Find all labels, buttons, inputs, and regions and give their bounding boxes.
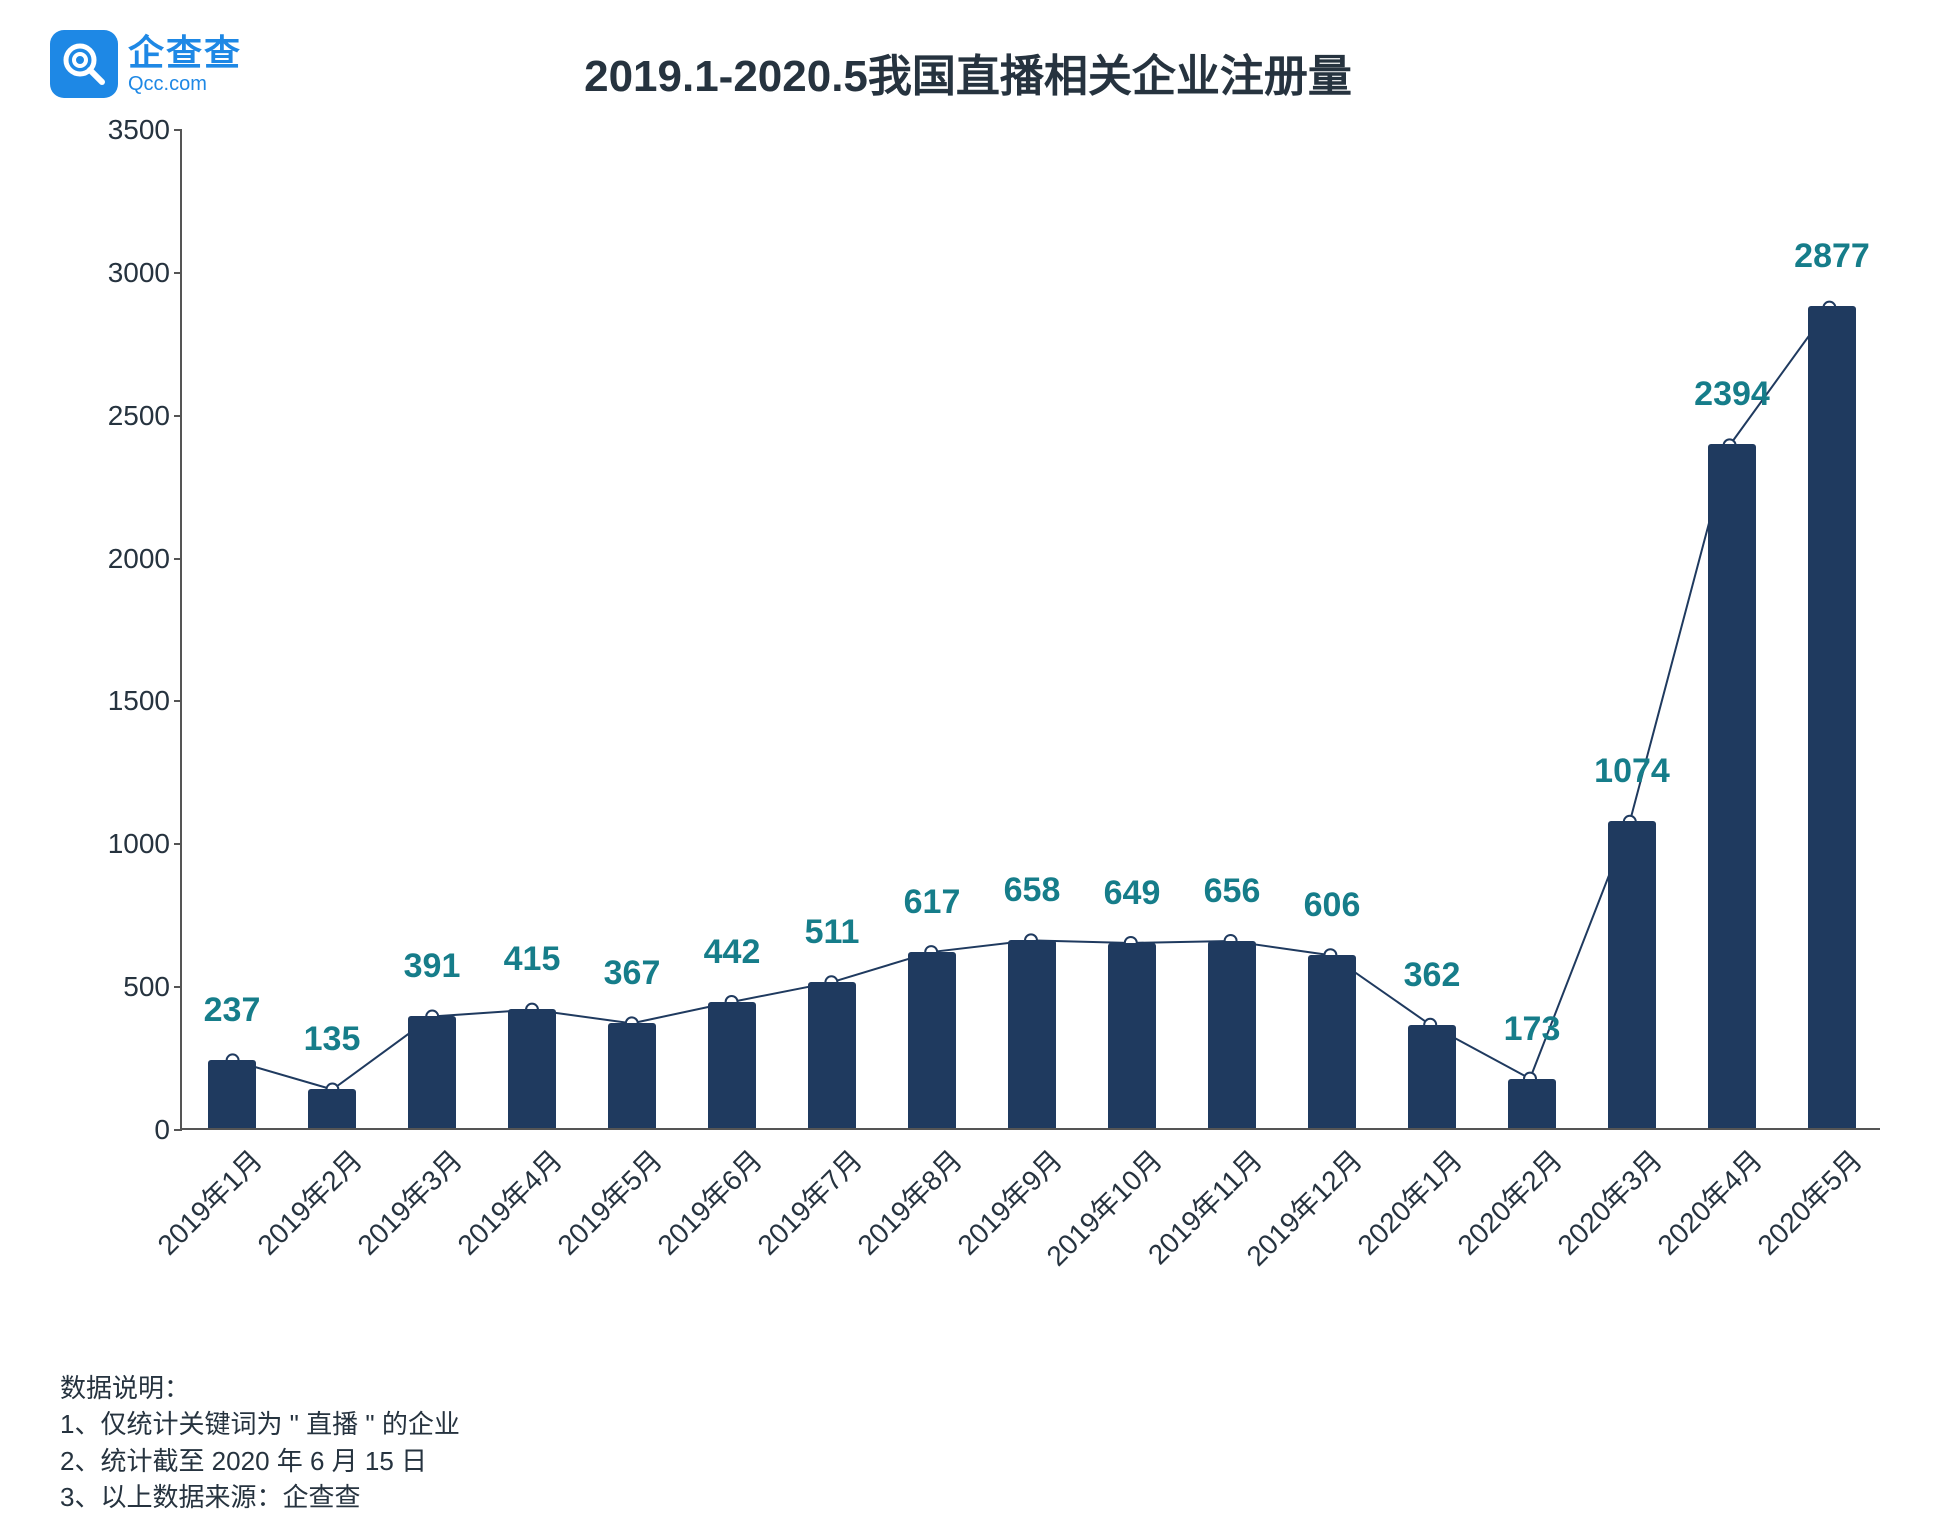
bar [1308, 955, 1356, 1128]
bar-value-label: 415 [504, 940, 561, 979]
bar-value-label: 2394 [1694, 375, 1770, 414]
x-tick-label: 2019年1月 [147, 1140, 270, 1263]
bar [508, 1009, 556, 1128]
x-tick-label: 2020年1月 [1347, 1140, 1470, 1263]
x-tick-label: 2019年4月 [447, 1140, 570, 1263]
bar-value-label: 135 [304, 1020, 361, 1059]
bar-value-label: 2877 [1794, 237, 1870, 276]
bar [1608, 821, 1656, 1128]
y-tick-label: 2500 [80, 400, 170, 432]
bar-value-label: 367 [604, 954, 661, 993]
bar [1808, 306, 1856, 1128]
bar [408, 1016, 456, 1128]
bar-value-label: 658 [1004, 871, 1061, 910]
bar-value-label: 656 [1204, 872, 1261, 911]
x-tick-label: 2020年3月 [1547, 1140, 1670, 1263]
x-tick-label: 2019年7月 [747, 1140, 870, 1263]
bar-value-label: 511 [805, 913, 860, 952]
y-tick-label: 3000 [80, 257, 170, 289]
bar [808, 982, 856, 1128]
chart-area: 05001000150020002500300035002372019年1月13… [80, 130, 1880, 1230]
x-tick-label: 2020年5月 [1747, 1140, 1870, 1263]
x-tick-label: 2019年2月 [247, 1140, 370, 1263]
bar [908, 952, 956, 1128]
bar [1008, 940, 1056, 1128]
bar-value-label: 362 [1404, 956, 1461, 995]
x-tick-label: 2019年3月 [347, 1140, 470, 1263]
page-root: 企查查 Qcc.com 2019.1-2020.5我国直播相关企业注册量 050… [0, 0, 1936, 1522]
data-notes: 数据说明： 1、仅统计关键词为 " 直播 " 的企业 2、统计截至 2020 年… [60, 1370, 460, 1516]
bar-value-label: 617 [904, 883, 961, 922]
notes-line-3: 3、以上数据来源：企查查 [60, 1479, 460, 1515]
x-tick-label: 2019年8月 [847, 1140, 970, 1263]
bar [708, 1002, 756, 1128]
y-tick-label: 2000 [80, 543, 170, 575]
y-tick-label: 3500 [80, 114, 170, 146]
bar [208, 1060, 256, 1128]
bar [1208, 941, 1256, 1128]
y-tick-label: 1000 [80, 828, 170, 860]
y-tick-label: 500 [80, 971, 170, 1003]
bar-value-label: 606 [1304, 886, 1361, 925]
bar-value-label: 1074 [1594, 752, 1670, 791]
bar-value-label: 173 [1504, 1010, 1561, 1049]
y-tick-label: 0 [80, 1114, 170, 1146]
bar-value-label: 649 [1104, 874, 1161, 913]
bar [1408, 1025, 1456, 1128]
notes-heading: 数据说明： [60, 1370, 460, 1406]
bar [308, 1089, 356, 1128]
bar-value-label: 391 [404, 947, 461, 986]
chart-title: 2019.1-2020.5我国直播相关企业注册量 [0, 40, 1936, 104]
bar-value-label: 442 [704, 933, 761, 972]
bar [1708, 444, 1756, 1128]
plot-region: 05001000150020002500300035002372019年1月13… [180, 130, 1880, 1130]
notes-line-2: 2、统计截至 2020 年 6 月 15 日 [60, 1443, 460, 1479]
bar-value-label: 237 [204, 991, 261, 1030]
bar [608, 1023, 656, 1128]
x-tick-label: 2019年5月 [547, 1140, 670, 1263]
x-tick-label: 2020年4月 [1647, 1140, 1770, 1263]
x-tick-label: 2019年6月 [647, 1140, 770, 1263]
bar [1508, 1079, 1556, 1128]
x-tick-label: 2020年2月 [1447, 1140, 1570, 1263]
y-tick-label: 1500 [80, 685, 170, 717]
bar [1108, 943, 1156, 1128]
notes-line-1: 1、仅统计关键词为 " 直播 " 的企业 [60, 1406, 460, 1442]
